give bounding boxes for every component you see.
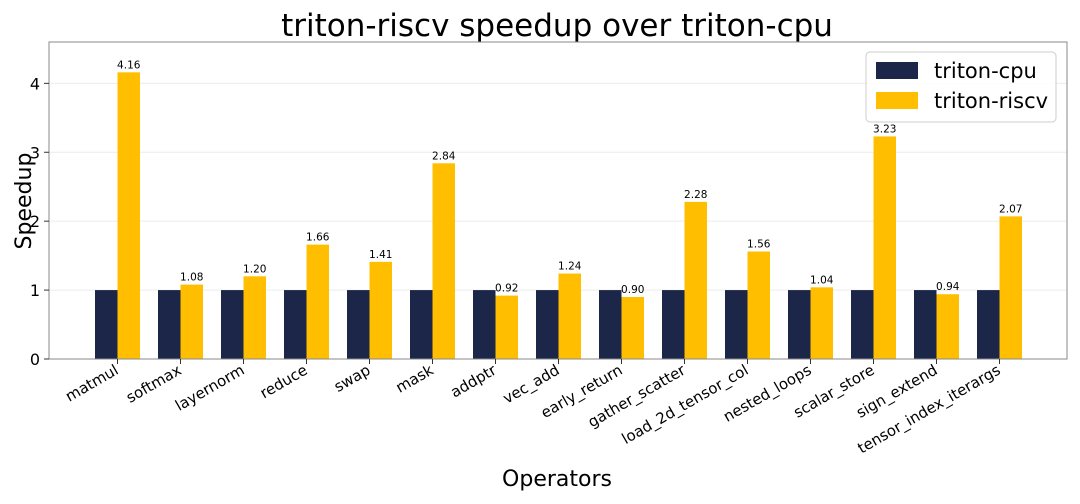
bar-triton-cpu: [95, 290, 118, 359]
x-tick-label: addptr: [447, 360, 500, 401]
bar-triton-riscv: [873, 136, 896, 359]
bar-triton-cpu: [284, 290, 307, 359]
data-label: 1.08: [180, 272, 203, 284]
bar-triton-riscv: [684, 201, 707, 359]
data-label: 1.41: [369, 249, 392, 261]
y-tick-label: 0: [30, 350, 40, 369]
data-label: 4.16: [117, 59, 141, 71]
bar-triton-cpu: [158, 290, 181, 359]
data-label: 2.07: [999, 203, 1022, 215]
bar-triton-riscv: [495, 295, 518, 359]
y-tick-label: 1: [30, 281, 40, 300]
bar-triton-cpu: [851, 290, 874, 359]
data-label: 2.28: [684, 189, 707, 201]
x-tick-label: swap: [331, 361, 374, 396]
data-label: 1.20: [243, 263, 266, 275]
bar-triton-cpu: [725, 290, 748, 359]
y-axis-label: Speedup: [12, 153, 37, 250]
legend-label: triton-cpu: [934, 59, 1037, 83]
data-label: 0.94: [936, 281, 960, 293]
bar-triton-cpu: [410, 290, 433, 359]
bar-triton-riscv: [306, 244, 329, 359]
bar-triton-riscv: [117, 72, 140, 359]
data-label: 1.04: [810, 274, 834, 286]
data-label: 1.66: [306, 232, 330, 244]
bar-triton-cpu: [347, 290, 370, 359]
bar-triton-riscv: [621, 296, 644, 359]
x-tick-label: matmul: [62, 361, 121, 406]
data-label: 3.23: [873, 123, 896, 135]
data-label: 0.90: [621, 284, 644, 296]
x-tick-label: layernorm: [172, 361, 247, 415]
bar-triton-riscv: [936, 294, 959, 359]
bar-triton-cpu: [536, 290, 559, 359]
bar-triton-cpu: [221, 290, 244, 359]
bar-triton-riscv: [432, 163, 455, 359]
bar-triton-cpu: [473, 290, 496, 359]
y-tick-label: 3: [30, 143, 40, 162]
x-tick-label: mask: [393, 361, 437, 397]
legend-label: triton-riscv: [934, 89, 1048, 113]
data-label: 1.56: [747, 238, 771, 250]
bar-triton-cpu: [977, 290, 1000, 359]
legend-swatch: [876, 62, 918, 79]
bar-triton-riscv: [747, 251, 770, 359]
legend: triton-cpu triton-riscv: [865, 51, 1057, 123]
data-label: 0.92: [495, 283, 518, 295]
y-tick-label: 4: [30, 74, 40, 93]
bar-triton-cpu: [788, 290, 811, 359]
data-label: 2.84: [432, 150, 456, 162]
bar-triton-cpu: [662, 290, 685, 359]
y-tick-label: 2: [30, 212, 40, 231]
bar-triton-cpu: [599, 290, 622, 359]
x-tick-label: reduce: [257, 361, 311, 402]
bar-triton-cpu: [914, 290, 937, 359]
x-axis-label: Operators: [502, 467, 612, 492]
chart-title: triton-riscv speedup over triton-cpu: [281, 8, 833, 44]
bar-triton-riscv: [369, 261, 392, 359]
bar-triton-riscv: [999, 216, 1022, 359]
data-label: 1.24: [558, 261, 582, 273]
bar-triton-riscv: [558, 273, 581, 359]
bar-triton-riscv: [180, 284, 203, 359]
bar-triton-riscv: [810, 287, 833, 359]
bar-triton-riscv: [243, 276, 266, 359]
legend-swatch: [876, 92, 918, 109]
